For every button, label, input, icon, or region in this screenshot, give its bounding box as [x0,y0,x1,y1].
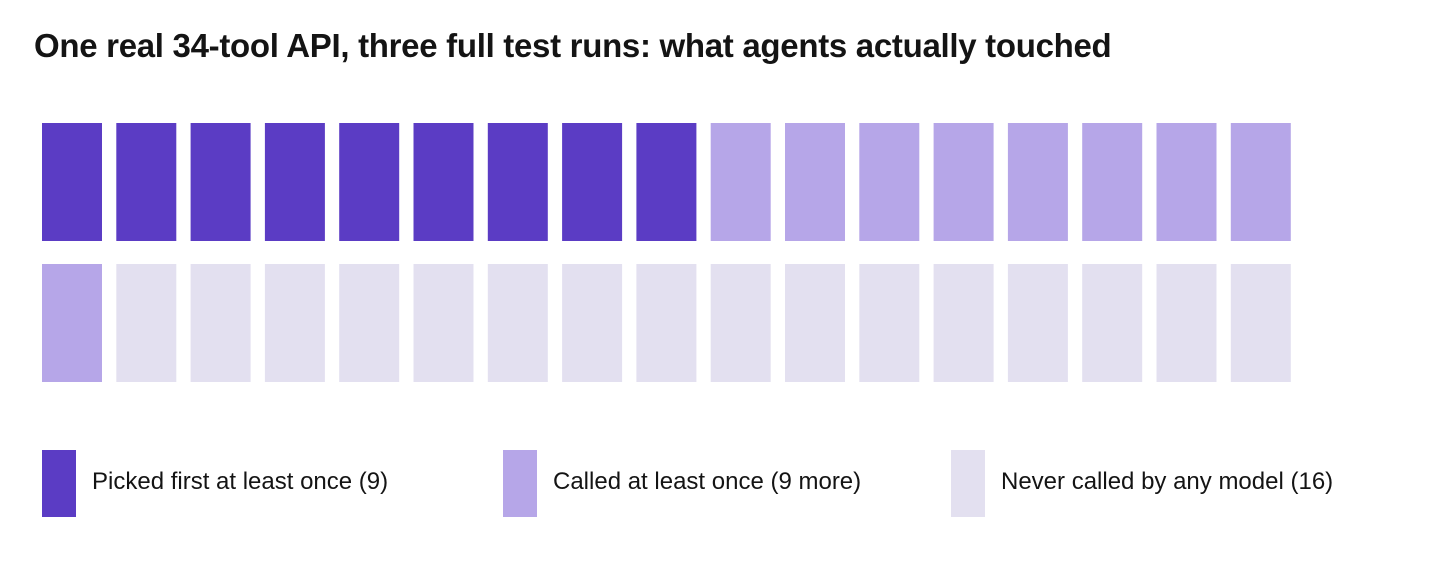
waffle-cell-called [933,123,994,241]
waffle-cell-never-called [1156,264,1217,382]
waffle-cell-never-called [1007,264,1068,382]
waffle-cell-never-called [933,264,994,382]
waffle-cell-never-called [1230,264,1291,382]
waffle-cell-never-called [116,264,177,382]
waffle-cell-picked-first [190,123,251,241]
waffle-chart [42,123,1291,382]
waffle-cell-never-called [785,264,845,382]
waffle-cell-picked-first [413,123,474,241]
waffle-cell-picked-first [636,123,697,241]
waffle-cell-never-called [487,264,548,382]
waffle-cell-never-called [1082,264,1143,382]
waffle-cell-never-called [413,264,474,382]
waffle-cell-picked-first [116,123,177,241]
waffle-cell-called [1007,123,1068,241]
waffle-cell-picked-first [264,123,325,241]
waffle-cell-called [1230,123,1291,241]
waffle-cell-never-called [190,264,251,382]
waffle-cell-called [1082,123,1143,241]
waffle-cell-never-called [339,264,400,382]
chart-title: One real 34-tool API, three full test ru… [34,27,1112,64]
waffle-cell-never-called [264,264,325,382]
legend-swatch-picked-first [42,450,76,517]
waffle-cell-picked-first [339,123,400,241]
waffle-cell-never-called [562,264,623,382]
waffle-cell-called [710,123,771,241]
waffle-cell-called [1156,123,1217,241]
legend-swatch-never-called [951,450,985,517]
waffle-cell-never-called [859,264,920,382]
waffle-cell-called [42,264,102,382]
legend-swatch-called [503,450,537,517]
waffle-cell-never-called [636,264,697,382]
waffle-cell-never-called [710,264,771,382]
legend-label-called: Called at least once (9 more) [553,468,862,495]
waffle-cell-called [785,123,845,241]
waffle-cell-picked-first [42,123,102,241]
waffle-cell-picked-first [487,123,548,241]
waffle-cell-called [859,123,920,241]
waffle-cell-picked-first [562,123,623,241]
legend-label-picked-first: Picked first at least once (9) [92,468,389,495]
legend-label-never-called: Never called by any model (16) [1001,468,1334,495]
